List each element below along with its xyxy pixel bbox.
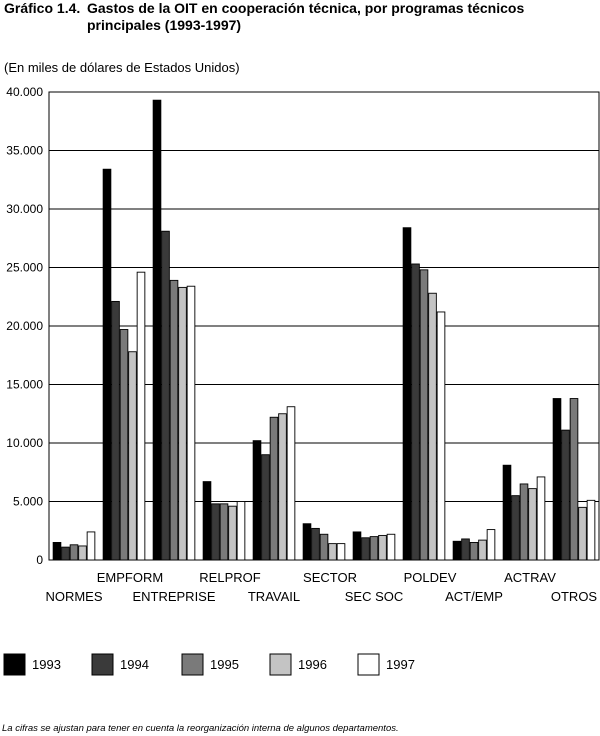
- bar-1993: [452, 540, 462, 561]
- bar-1996: [578, 506, 587, 561]
- bar-1997: [136, 271, 146, 561]
- y-tick-label: 30.000: [6, 202, 43, 216]
- category-label: EMPFORM: [97, 570, 163, 585]
- units-note: (En miles de dólares de Estados Unidos): [4, 60, 240, 75]
- bar-1996: [178, 286, 187, 561]
- category-label: NORMES: [45, 589, 102, 604]
- category-label: OTROS: [551, 589, 598, 604]
- category-label: SEC SOC: [345, 589, 404, 604]
- bar-1994: [211, 503, 220, 561]
- footnote: La cifras se ajustan para tener en cuent…: [2, 723, 399, 734]
- bar-1994: [561, 429, 570, 561]
- bar-1995: [569, 398, 579, 561]
- bar-1994: [311, 527, 320, 561]
- bar-1993: [202, 481, 212, 561]
- bar-1997: [236, 501, 246, 561]
- legend-label: 1997: [386, 657, 415, 672]
- bar-1994: [361, 537, 370, 561]
- bar-1995: [169, 279, 179, 561]
- bar-1995: [369, 536, 379, 561]
- bar-1995: [469, 542, 479, 561]
- bar-1996: [378, 534, 387, 561]
- bar-1996: [128, 351, 137, 561]
- y-tick-label: 25.000: [6, 261, 43, 275]
- legend-swatch-1995: [181, 653, 204, 676]
- bar-1997: [336, 543, 346, 561]
- bar-1993: [252, 440, 262, 561]
- bar-1996: [328, 543, 337, 561]
- category-label: ENTREPRISE: [132, 589, 215, 604]
- figure-title: Gastos de la OIT en cooperación técnica,…: [87, 0, 525, 33]
- legend-swatch-1996: [269, 653, 292, 676]
- legend-label: 1995: [210, 657, 239, 672]
- bar-1994: [261, 454, 270, 561]
- y-tick-label: 5.000: [13, 495, 43, 509]
- category-label: ACT/EMP: [445, 589, 503, 604]
- legend-label: 1994: [120, 657, 149, 672]
- bar-1997: [536, 476, 546, 561]
- bar-1995: [219, 503, 229, 561]
- y-tick-label: 20.000: [6, 319, 43, 333]
- y-tick-label: 35.000: [6, 144, 43, 158]
- bar-1993: [52, 542, 62, 561]
- bar-1996: [78, 545, 87, 561]
- bar-1994: [411, 263, 420, 561]
- y-tick-label: 0: [36, 553, 43, 567]
- bar-1993: [552, 398, 562, 561]
- legend-label: 1996: [298, 657, 327, 672]
- bar-1994: [511, 495, 520, 561]
- category-label: TRAVAIL: [248, 589, 300, 604]
- bar-1993: [302, 523, 312, 561]
- bar-1994: [61, 546, 70, 561]
- bar-1996: [428, 292, 437, 561]
- legend-label: 1993: [32, 657, 61, 672]
- bar-1993: [152, 99, 162, 561]
- bar-1993: [502, 464, 512, 561]
- bar-1997: [436, 311, 446, 561]
- bar-1993: [402, 227, 412, 561]
- category-label: SECTOR: [303, 570, 357, 585]
- legend-swatch-1994: [91, 653, 114, 676]
- bar-1993: [102, 168, 112, 561]
- bar-1995: [119, 329, 129, 561]
- y-tick-label: 15.000: [6, 378, 43, 392]
- bar-1997: [586, 499, 596, 561]
- figure-number: Gráfico 1.4.: [4, 0, 81, 16]
- category-label: RELPROF: [199, 570, 260, 585]
- bar-1997: [186, 285, 196, 561]
- category-label: POLDEV: [404, 570, 457, 585]
- bar-1996: [278, 413, 287, 561]
- legend-swatch-1997: [357, 653, 380, 676]
- category-label: ACTRAV: [504, 570, 556, 585]
- y-tick-label: 10.000: [6, 436, 43, 450]
- bar-1995: [319, 533, 329, 561]
- bar-1993: [352, 531, 362, 561]
- bar-1995: [69, 544, 79, 561]
- bar-1996: [478, 539, 487, 561]
- bar-1997: [86, 531, 96, 561]
- y-tick-label: 40.000: [6, 85, 43, 99]
- legend-swatch-1993: [3, 653, 26, 676]
- bar-1997: [286, 406, 296, 561]
- bar-1995: [419, 269, 429, 561]
- bar-1997: [486, 529, 496, 561]
- bar-1994: [161, 230, 170, 561]
- bar-1996: [528, 488, 537, 561]
- bar-1995: [519, 483, 529, 561]
- bar-1996: [228, 505, 237, 561]
- bar-1997: [386, 533, 396, 561]
- bar-1995: [269, 416, 279, 561]
- bar-1994: [461, 538, 470, 561]
- bar-1994: [111, 300, 120, 561]
